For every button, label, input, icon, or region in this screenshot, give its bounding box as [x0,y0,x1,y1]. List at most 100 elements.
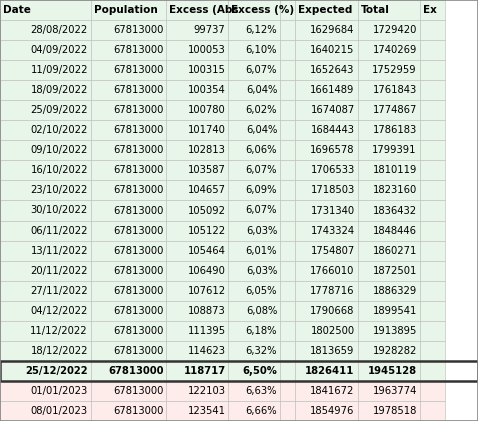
Text: 1740269: 1740269 [372,45,417,55]
Text: 6,03%: 6,03% [246,226,277,235]
Bar [295,200,358,221]
Bar [358,321,420,341]
Text: 67813000: 67813000 [113,346,163,356]
Bar [91,20,166,40]
Bar [420,321,445,341]
Bar [420,381,445,401]
Text: 67813000: 67813000 [113,205,163,216]
Text: 1778716: 1778716 [310,286,355,296]
Text: 67813000: 67813000 [113,286,163,296]
Text: 6,04%: 6,04% [246,125,277,135]
Text: 67813000: 67813000 [113,105,163,115]
Text: 16/10/2022: 16/10/2022 [31,165,88,176]
Bar [280,381,295,401]
Bar [166,0,228,20]
Bar [420,200,445,221]
Text: Ex: Ex [423,5,436,15]
Bar [228,0,280,20]
Text: 67813000: 67813000 [113,326,163,336]
Bar [91,221,166,240]
Text: 6,12%: 6,12% [246,25,277,35]
Text: 1848446: 1848446 [373,226,417,235]
Bar [358,200,420,221]
Bar [420,401,445,421]
Bar [295,281,358,301]
Text: 6,18%: 6,18% [246,326,277,336]
Bar [0,321,91,341]
Bar [358,240,420,261]
Bar [228,20,280,40]
Bar [166,361,228,381]
Bar [295,301,358,321]
Bar [91,361,166,381]
Bar [228,381,280,401]
Text: 1674087: 1674087 [310,105,355,115]
Text: 04/09/2022: 04/09/2022 [31,45,88,55]
Bar [280,240,295,261]
Text: 108873: 108873 [188,306,226,316]
Bar [295,40,358,60]
Text: 105092: 105092 [188,205,226,216]
Text: 27/11/2022: 27/11/2022 [30,286,88,296]
Text: 6,63%: 6,63% [246,386,277,396]
Text: 67813000: 67813000 [113,25,163,35]
Text: 1841672: 1841672 [310,386,355,396]
Text: 1826411: 1826411 [305,366,355,376]
Text: 6,04%: 6,04% [246,85,277,95]
Bar [228,361,280,381]
Bar [280,401,295,421]
Bar [420,20,445,40]
Text: 67813000: 67813000 [113,406,163,416]
Bar [166,80,228,100]
Bar [358,20,420,40]
Text: 1629684: 1629684 [310,25,355,35]
Bar [280,80,295,100]
Bar [280,200,295,221]
Bar [0,221,91,240]
Bar [228,281,280,301]
Text: 67813000: 67813000 [113,266,163,276]
Bar [166,261,228,281]
Text: Excess (Abs: Excess (Abs [169,5,239,15]
Bar [166,140,228,160]
Text: 6,08%: 6,08% [246,306,277,316]
Bar [280,40,295,60]
Bar [358,261,420,281]
Text: 06/11/2022: 06/11/2022 [31,226,88,235]
Text: 1810119: 1810119 [372,165,417,176]
Bar [420,60,445,80]
Bar [91,381,166,401]
Bar [295,0,358,20]
Bar [91,200,166,221]
Bar [420,221,445,240]
Bar [0,361,91,381]
Bar [295,80,358,100]
Bar [166,160,228,181]
Bar [166,301,228,321]
Bar [280,321,295,341]
Text: 1754807: 1754807 [310,245,355,256]
Text: 67813000: 67813000 [113,386,163,396]
Bar [0,40,91,60]
Text: 100053: 100053 [188,45,226,55]
Text: 1963774: 1963774 [372,386,417,396]
Text: 67813000: 67813000 [113,45,163,55]
Text: Expected: Expected [298,5,353,15]
Bar [358,100,420,120]
Bar [358,0,420,20]
Bar [91,0,166,20]
Text: 23/10/2022: 23/10/2022 [31,186,88,195]
Bar [228,261,280,281]
Text: 1790668: 1790668 [310,306,355,316]
Bar [0,140,91,160]
Text: 02/10/2022: 02/10/2022 [31,125,88,135]
Text: 100780: 100780 [188,105,226,115]
Bar [0,100,91,120]
Text: 67813000: 67813000 [108,366,163,376]
Text: 1752959: 1752959 [372,65,417,75]
Bar [166,181,228,200]
Text: 1860271: 1860271 [372,245,417,256]
Bar [91,281,166,301]
Text: 25/12/2022: 25/12/2022 [25,366,88,376]
Bar [295,181,358,200]
